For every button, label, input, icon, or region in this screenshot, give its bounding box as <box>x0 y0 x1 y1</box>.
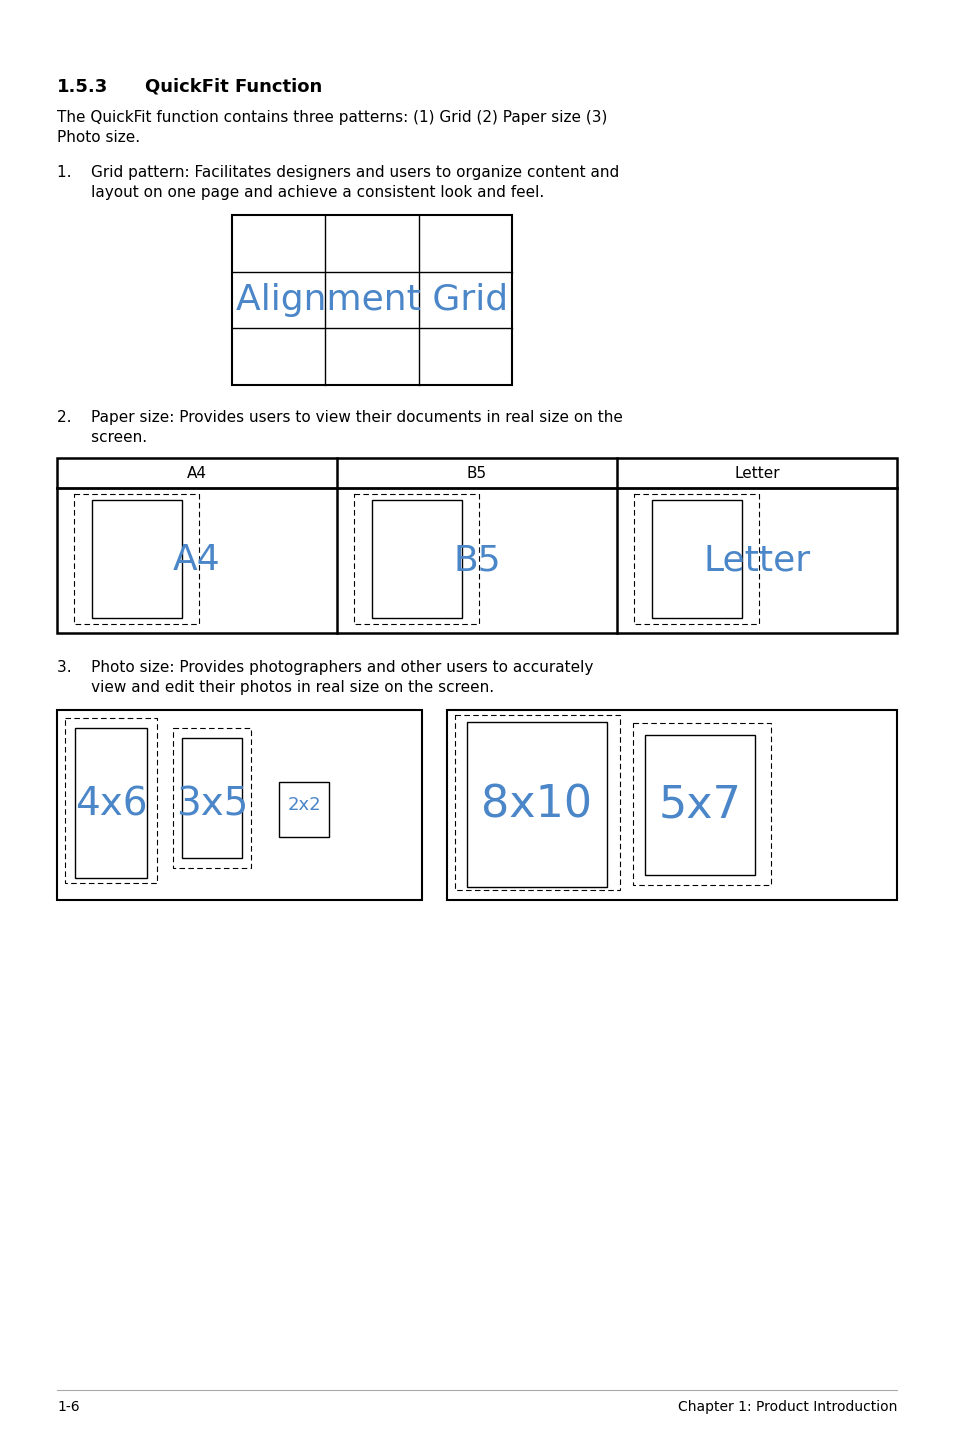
Text: 8x10: 8x10 <box>481 784 592 827</box>
Text: Letter: Letter <box>702 544 810 578</box>
Text: layout on one page and achieve a consistent look and feel.: layout on one page and achieve a consist… <box>57 186 543 200</box>
Text: B5: B5 <box>466 466 487 480</box>
Text: Alignment Grid: Alignment Grid <box>235 283 508 316</box>
Bar <box>65 718 157 883</box>
Text: 2.    Paper size: Provides users to view their documents in real size on the: 2. Paper size: Provides users to view th… <box>57 410 622 426</box>
Text: screen.: screen. <box>57 430 147 444</box>
Text: 1.5.3: 1.5.3 <box>57 78 108 96</box>
Text: Chapter 1: Product Introduction: Chapter 1: Product Introduction <box>677 1401 896 1414</box>
Bar <box>372 500 461 618</box>
Bar <box>633 723 770 884</box>
Text: 2x2: 2x2 <box>287 797 320 814</box>
Bar <box>57 710 421 900</box>
Text: 3x5: 3x5 <box>175 787 248 824</box>
Text: Photo size.: Photo size. <box>57 129 140 145</box>
Text: 3.    Photo size: Provides photographers and other users to accurately: 3. Photo size: Provides photographers an… <box>57 660 593 674</box>
Bar <box>278 782 329 837</box>
Bar <box>651 500 741 618</box>
Bar <box>455 715 619 890</box>
Bar <box>57 457 896 633</box>
Bar <box>644 735 754 874</box>
Bar <box>74 495 199 624</box>
Text: Letter: Letter <box>734 466 779 480</box>
Text: A4: A4 <box>172 544 221 578</box>
Text: A4: A4 <box>187 466 207 480</box>
Text: view and edit their photos in real size on the screen.: view and edit their photos in real size … <box>57 680 494 695</box>
Text: QuickFit Function: QuickFit Function <box>145 78 322 96</box>
Bar <box>75 728 147 879</box>
Bar <box>634 495 759 624</box>
Bar <box>172 728 251 869</box>
Bar <box>354 495 478 624</box>
Bar <box>447 710 896 900</box>
Bar <box>91 500 182 618</box>
Text: 1-6: 1-6 <box>57 1401 79 1414</box>
Text: 5x7: 5x7 <box>658 784 740 827</box>
Text: The QuickFit function contains three patterns: (1) Grid (2) Paper size (3): The QuickFit function contains three pat… <box>57 109 607 125</box>
Bar <box>467 722 606 887</box>
Bar <box>182 738 242 858</box>
Bar <box>232 216 512 385</box>
Text: 1.    Grid pattern: Facilitates designers and users to organize content and: 1. Grid pattern: Facilitates designers a… <box>57 165 618 180</box>
Text: B5: B5 <box>453 544 500 578</box>
Text: 4x6: 4x6 <box>74 787 147 824</box>
